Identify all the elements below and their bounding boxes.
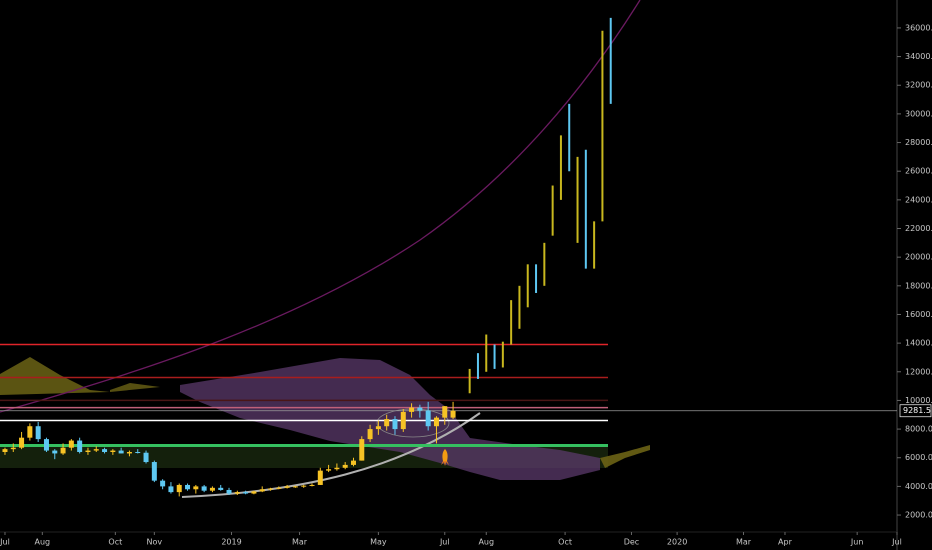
y-tick-label: 22000.0 (905, 224, 932, 233)
candle-body (292, 486, 298, 488)
x-tick-label: 2020 (667, 538, 687, 547)
x-tick-label: Dec (624, 538, 639, 547)
x-tick-label: Oct (558, 538, 572, 547)
candle-body (350, 460, 356, 465)
x-tick-label: Jul (439, 538, 450, 547)
last-price-box (899, 404, 932, 418)
rounding-bottom (181, 412, 481, 498)
cloud-yellow (0, 357, 110, 395)
y-tick-label: 12000.0 (905, 367, 932, 376)
candle-body (60, 447, 66, 454)
candle-body (342, 464, 348, 468)
candle-body (268, 488, 274, 490)
x-tick-label: Aug (35, 538, 51, 547)
x-tick-label: Mar (292, 538, 308, 547)
candle-body (68, 440, 74, 448)
candle-body (234, 492, 240, 494)
candle-body (35, 426, 41, 440)
candle-body (259, 489, 265, 492)
y-tick-label: 30000.0 (905, 109, 932, 118)
y-tick-label: 28000.0 (905, 138, 932, 147)
y-tick-label: 6000.0 (905, 453, 932, 462)
candle-body (409, 407, 415, 412)
x-tick-label: May (370, 538, 387, 547)
ichimoku-cloud (180, 358, 600, 480)
y-tick-label: 16000.0 (905, 310, 932, 319)
last-price-label: 9281.5 (903, 406, 931, 415)
x-tick-label: Nov (147, 538, 163, 547)
candle-body (19, 437, 25, 448)
candle-body (118, 450, 124, 454)
candle-body (375, 426, 381, 430)
candle-body (433, 417, 439, 427)
candle-body (284, 486, 290, 488)
candle-body (10, 447, 16, 450)
candle-body (52, 450, 58, 454)
candle-body (359, 439, 365, 461)
x-tick-label: Aug (478, 538, 494, 547)
y-tick-label: 32000.0 (905, 81, 932, 90)
y-tick-label: 4000.0 (905, 482, 932, 491)
y-tick-label: 18000.0 (905, 281, 932, 290)
candle-body (384, 419, 390, 427)
x-tick-label: Mar (736, 538, 752, 547)
y-tick-label: 36000.0 (905, 23, 932, 32)
candle-body (168, 486, 174, 493)
candle-body (425, 410, 431, 427)
candle-body (143, 452, 149, 463)
candle-body (185, 484, 191, 490)
candle-body (326, 469, 332, 471)
candle-body (77, 440, 83, 453)
x-tick-label: Jul (891, 538, 902, 547)
y-tick-label: 34000.0 (905, 52, 932, 61)
y-tick-label: 24000.0 (905, 195, 932, 204)
candle-body (334, 467, 340, 470)
candle-body (301, 485, 307, 487)
candle-body (43, 439, 49, 451)
x-tick-label: 2019 (221, 538, 241, 547)
x-tick-label: Jul (0, 538, 10, 547)
candle-body (102, 449, 108, 453)
candle-body (201, 486, 207, 491)
x-tick-label: Oct (108, 538, 122, 547)
candle-body (209, 487, 215, 491)
candle-body (400, 411, 406, 430)
y-tick-label: 20000.0 (905, 253, 932, 262)
candle-body (309, 484, 315, 486)
candle-body (442, 406, 448, 418)
candle-body (243, 492, 249, 494)
y-tick-label: 8000.0 (905, 425, 932, 434)
candle-body (251, 491, 257, 494)
candle-body (176, 484, 182, 493)
candle-body (367, 429, 373, 440)
candle-body (276, 487, 282, 489)
cloud-yellow (600, 445, 650, 468)
y-tick-label: 14000.0 (905, 339, 932, 348)
candle-body (160, 480, 166, 487)
candle-body (2, 449, 8, 453)
candle-body (450, 410, 456, 418)
y-tick-label: 10000.0 (905, 396, 932, 405)
candle-body (151, 462, 157, 481)
y-tick-label: 2000.0 (905, 511, 932, 520)
y-tick-label: 26000.0 (905, 167, 932, 176)
cloud-yellow (110, 383, 160, 392)
candle-body (193, 486, 199, 490)
candle-body (126, 452, 132, 454)
x-tick-label: Apr (778, 538, 793, 547)
candle-body (135, 452, 141, 454)
x-tick-label: Jun (850, 538, 864, 547)
candle-body (93, 449, 99, 451)
candle-body (317, 470, 323, 485)
candle-body (85, 450, 91, 453)
candle-body (218, 487, 224, 490)
candle-body (27, 426, 33, 438)
candle-body (392, 419, 398, 430)
candle-body (110, 450, 116, 453)
rocket-icon (441, 449, 449, 466)
candle-body (417, 407, 423, 411)
candle-body (226, 489, 232, 494)
growth-curve (0, 0, 641, 413)
